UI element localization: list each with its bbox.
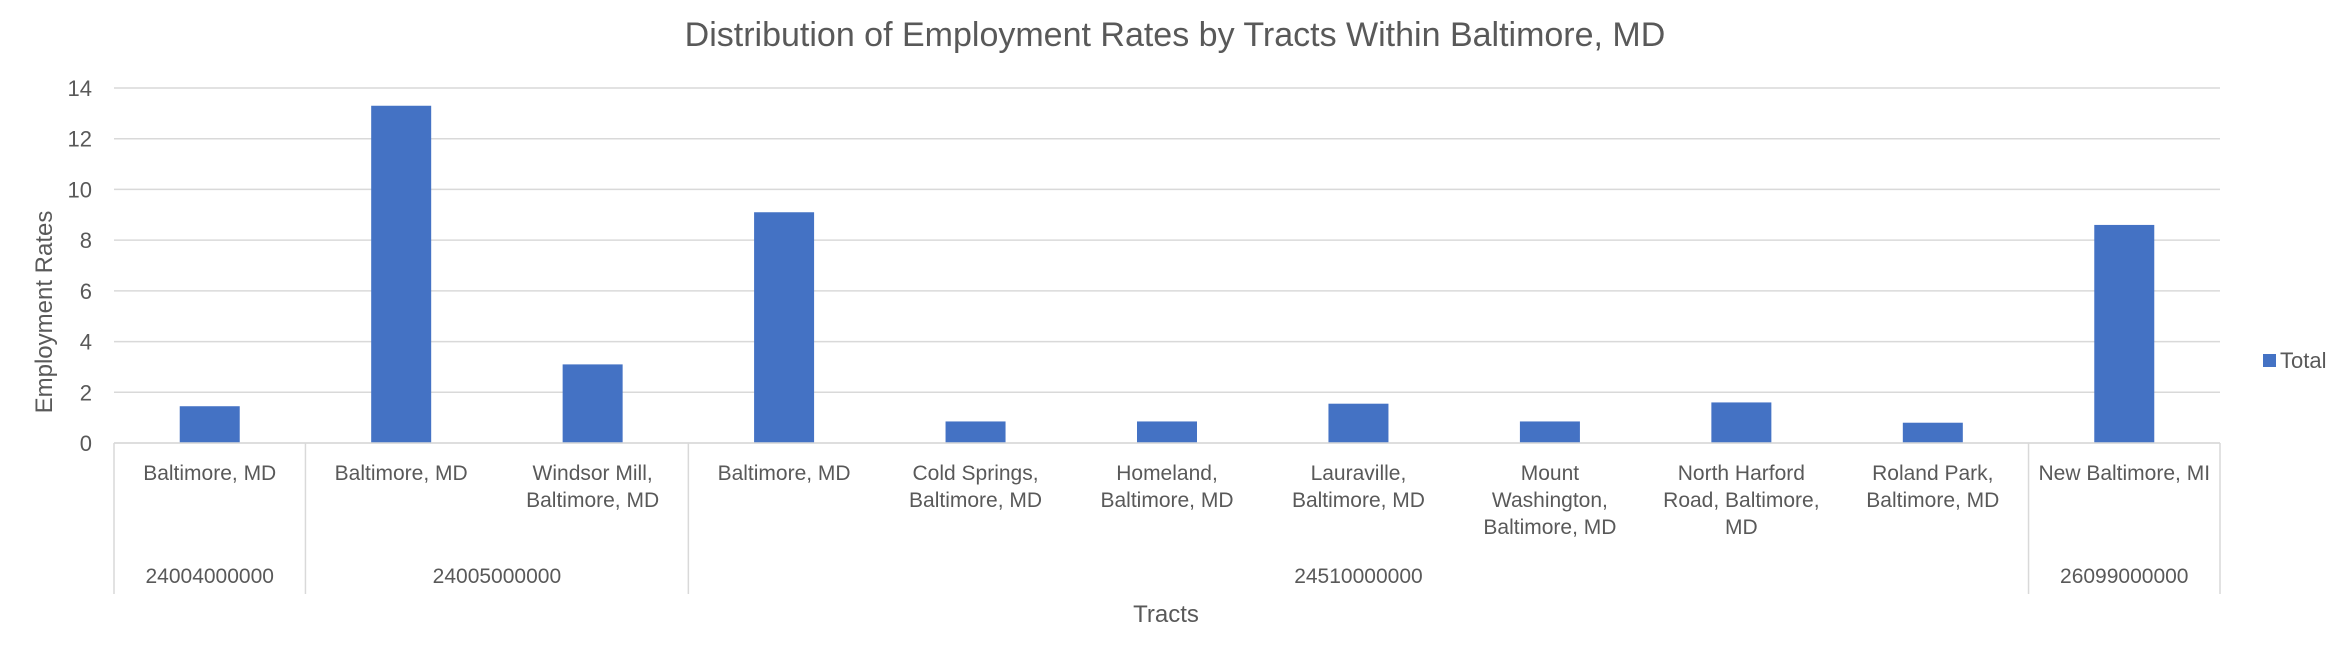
y-tick-label: 10 [68,177,92,202]
group-label: 24510000000 [1294,565,1422,588]
bar [1519,421,1580,443]
chart-title: Distribution of Employment Rates by Trac… [685,16,1666,54]
x-tick-label: Roland Park, Baltimore, MD [1866,462,1999,512]
bar [1328,403,1389,443]
x-tick-label: Mount Washington, Baltimore, MD [1483,462,1616,539]
bar [1902,422,1963,443]
bars [179,105,2155,443]
y-tick-label: 0 [80,431,92,456]
bar [1137,421,1197,443]
bar [1711,402,1772,443]
x-tick-label: Homeland, Baltimore, MD [1100,462,1233,512]
bar [945,421,1006,443]
y-axis-tick-labels: 0 2 4 6 8 10 12 14 [68,76,92,456]
x-tick-label: Cold Springs, Baltimore, MD [909,462,1042,512]
x-tick-label: Lauraville, Baltimore, MD [1292,462,1425,512]
y-tick-label: 12 [68,127,92,152]
y-tick-label: 14 [68,76,92,101]
group-labels: 24004000000 24005000000 24510000000 2609900… [145,565,2188,588]
legend-label: Total [2280,348,2326,373]
y-tick-label: 8 [80,228,92,253]
y-tick-label: 2 [80,380,92,405]
x-tick-label: Windsor Mill, Baltimore, MD [526,462,659,512]
legend-swatch [2263,354,2276,367]
gridlines [114,87,2220,444]
bar [179,406,240,443]
x-axis-label: Tracts [1133,601,1199,628]
group-label: 24005000000 [433,565,561,588]
x-tick-label: New Baltimore, MI [2038,462,2210,485]
bar [754,212,815,443]
bar [371,105,432,443]
bar [562,364,623,443]
y-axis-label: Employment Rates [31,211,58,414]
x-tick-label: Baltimore, MD [335,462,468,485]
legend: Total [2263,348,2326,373]
bar [2094,224,2155,443]
y-tick-label: 4 [80,330,92,355]
y-tick-label: 6 [80,279,92,304]
category-labels: Baltimore, MD Baltimore, MD Windsor Mill, B… [143,462,2210,539]
x-tick-label: North Harford Road, Baltimore, MD [1663,462,1819,539]
x-tick-label: Baltimore, MD [718,462,851,485]
group-label: 24004000000 [145,565,273,588]
x-tick-label: Baltimore, MD [143,462,276,485]
x-axis [113,442,2221,594]
group-label: 26099000000 [2060,565,2188,588]
